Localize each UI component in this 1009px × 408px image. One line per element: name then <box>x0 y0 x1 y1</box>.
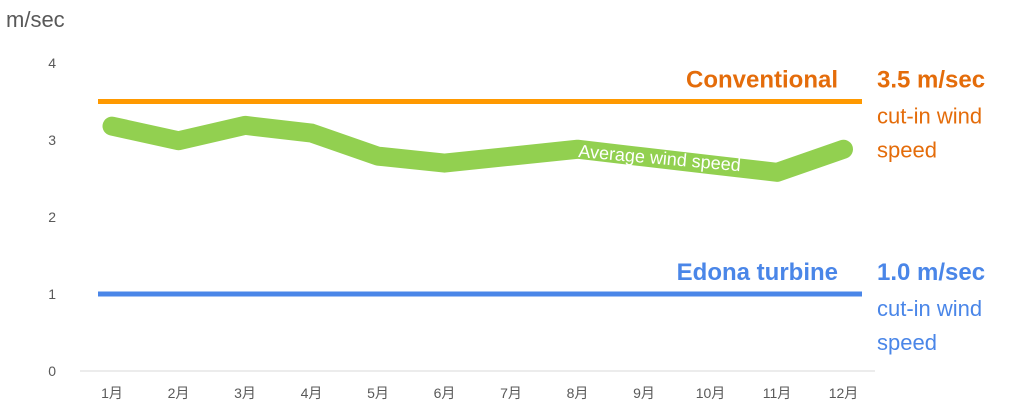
reference-note: cut-in wind <box>877 104 982 129</box>
x-tick-label: 6月 <box>434 385 456 401</box>
x-tick-label: 4月 <box>301 385 323 401</box>
y-tick-label: 3 <box>48 132 56 148</box>
x-tick-label: 2月 <box>168 385 190 401</box>
x-tick-label: 3月 <box>234 385 256 401</box>
reference-note: speed <box>877 138 937 163</box>
reference-note: speed <box>877 330 937 355</box>
x-tick-label: 7月 <box>500 385 522 401</box>
y-tick-label: 0 <box>48 363 56 379</box>
reference-line-name: Edona turbine <box>677 259 838 286</box>
y-tick-label: 1 <box>48 286 56 302</box>
series-label: Average wind speed <box>578 141 742 175</box>
y-tick-label: 4 <box>48 55 56 71</box>
y-axis-label: m/sec <box>6 7 65 32</box>
x-tick-label: 11月 <box>763 385 792 401</box>
x-tick-label: 1月 <box>101 385 123 401</box>
reference-note: cut-in wind <box>877 296 982 321</box>
average-wind-speed-line <box>102 115 853 182</box>
reference-line-name: Conventional <box>686 67 838 94</box>
x-tick-label: 9月 <box>633 385 655 401</box>
y-tick-label: 2 <box>48 209 56 225</box>
x-tick-label: 5月 <box>367 385 389 401</box>
x-tick-label: 8月 <box>567 385 589 401</box>
x-tick-label: 10月 <box>696 385 726 401</box>
reference-value-label: 1.0 m/sec <box>877 259 985 286</box>
reference-value-label: 3.5 m/sec <box>877 67 985 94</box>
x-tick-label: 12月 <box>829 385 859 401</box>
